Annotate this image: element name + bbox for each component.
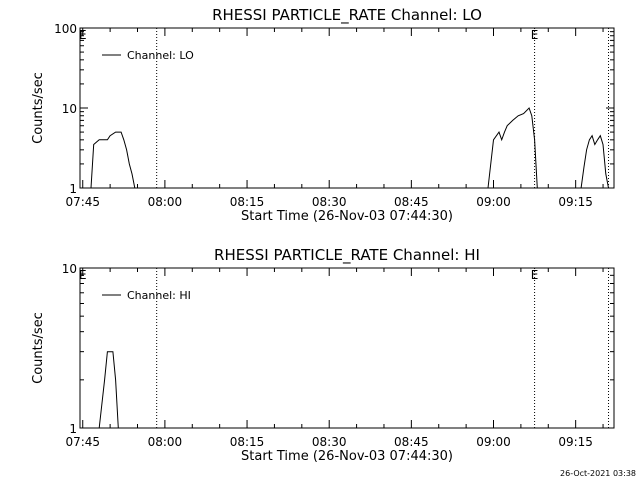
chart-title: RHESSI PARTICLE_RATE Channel: LO xyxy=(212,6,482,25)
x-tick-label: 07:45 xyxy=(65,195,100,209)
y-tick-label: 10 xyxy=(62,102,77,116)
footer-timestamp: 26-Oct-2021 03:38 xyxy=(560,469,636,478)
x-tick-label: 08:00 xyxy=(148,195,183,209)
x-axis-label: Start Time (26-Nov-03 07:44:30) xyxy=(241,449,453,464)
y-tick-label: 100 xyxy=(54,22,77,36)
chart-title: RHESSI PARTICLE_RATE Channel: HI xyxy=(214,246,480,265)
x-tick-label: 08:00 xyxy=(148,435,183,449)
event-marker-label: E xyxy=(79,28,87,42)
x-tick-label: 08:15 xyxy=(230,195,265,209)
legend-label: Channel: LO xyxy=(127,49,194,62)
series-line xyxy=(98,351,119,429)
series-line xyxy=(90,131,136,189)
event-marker-label: E xyxy=(79,268,87,282)
x-tick-label: 09:00 xyxy=(476,195,511,209)
y-axis-label: Counts/sec xyxy=(31,72,46,144)
series-line xyxy=(580,134,609,189)
x-tick-label: 08:30 xyxy=(312,195,347,209)
x-tick-label: 09:15 xyxy=(558,195,593,209)
x-tick-label: 09:00 xyxy=(476,435,511,449)
x-tick-label: 08:30 xyxy=(312,435,347,449)
x-tick-label: 07:45 xyxy=(65,435,100,449)
event-marker-label: E xyxy=(531,28,539,42)
panel-hi-channel: RHESSI PARTICLE_RATE Channel: HI 07:45 08:… xyxy=(31,246,615,464)
x-tick-label: 08:45 xyxy=(394,435,429,449)
plot-frame xyxy=(79,267,615,429)
y-axis-label: Counts/sec xyxy=(31,312,46,384)
event-marker-label: E xyxy=(531,268,539,282)
x-tick-label: 08:15 xyxy=(230,435,265,449)
x-tick-label: 09:15 xyxy=(558,435,593,449)
x-tick-label: 08:45 xyxy=(394,195,429,209)
y-tick-label: 10 xyxy=(62,262,77,276)
series-line xyxy=(487,107,538,189)
legend-label: Channel: HI xyxy=(127,289,191,302)
panel-lo-channel: RHESSI PARTICLE_RATE Channel: LO 07:45 08:… xyxy=(31,6,615,224)
y-tick-label: 1 xyxy=(69,182,77,196)
y-tick-label: 1 xyxy=(69,422,77,436)
x-axis-label: Start Time (26-Nov-03 07:44:30) xyxy=(241,209,453,224)
